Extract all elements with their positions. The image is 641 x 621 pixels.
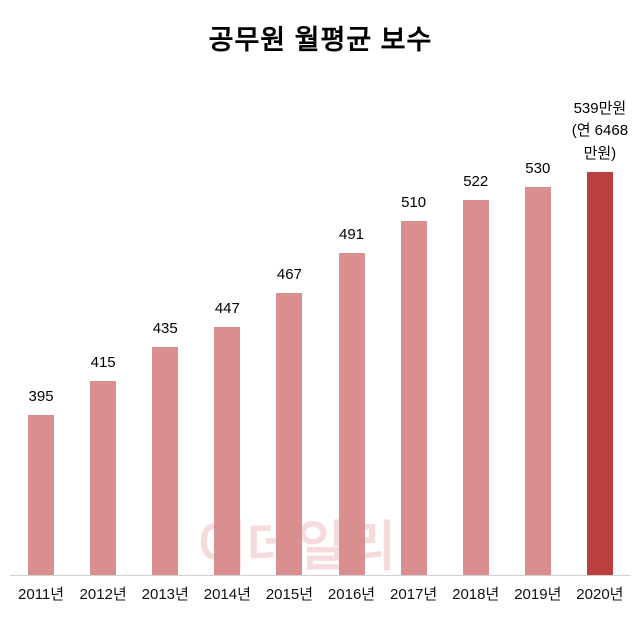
bar-group: 539만원 (연 6468만원) [569, 91, 631, 575]
bar [462, 200, 489, 575]
bar-group: 395 [10, 91, 72, 575]
x-axis-label: 2015년 [265, 586, 313, 603]
bars-row: 395 415 435 447 467 491 510 522 530 539만원 (연 6468… [10, 91, 631, 575]
bar-group: 467 [258, 91, 320, 575]
bar-group: 415 [72, 91, 134, 575]
bar-group: 491 [320, 91, 382, 575]
bar [28, 415, 55, 575]
bar [214, 327, 241, 575]
bar [152, 347, 179, 575]
chart-title: 공무원 월평균 보수 [208, 25, 433, 55]
bar-value-label: 522 [463, 172, 489, 190]
x-axis-label: 2020년 [576, 586, 624, 603]
bar-value-label: 435 [152, 319, 178, 337]
x-axis-label: 2012년 [79, 586, 127, 603]
x-axis-label: 2017년 [390, 586, 438, 603]
x-axis-label: 2019년 [514, 586, 562, 603]
bar-value-label: 530 [525, 159, 551, 177]
bar [400, 221, 427, 575]
bar-value-label: 491 [339, 225, 365, 243]
bar-value-label: 467 [276, 265, 302, 283]
bar-value-label: 510 [401, 193, 427, 211]
bar [586, 172, 613, 575]
bar [90, 381, 117, 575]
bar [338, 253, 365, 575]
bar-group: 447 [196, 91, 258, 575]
bar [524, 187, 551, 575]
x-axis-labels: 2011년 2012년 2013년 2014년 2015년 2016년 2017년 2018년… [10, 583, 631, 604]
bar-value-label: 539만원 (연 6468만원) [571, 99, 629, 162]
bar-group: 510 [383, 91, 445, 575]
x-axis-label: 2016년 [327, 586, 376, 603]
x-axis-label: 2013년 [141, 586, 189, 603]
bar [276, 293, 303, 575]
bar-group: 522 [445, 91, 507, 575]
bar-value-label: 415 [90, 353, 116, 371]
x-axis-label: 2018년 [452, 586, 500, 603]
x-axis-label: 2014년 [203, 586, 251, 603]
bar-group: 530 [507, 91, 569, 575]
bar-value-label: 395 [28, 387, 54, 405]
bar-group: 435 [134, 91, 196, 575]
bar-value-label: 447 [214, 299, 240, 317]
x-axis-label: 2011년 [18, 586, 65, 603]
